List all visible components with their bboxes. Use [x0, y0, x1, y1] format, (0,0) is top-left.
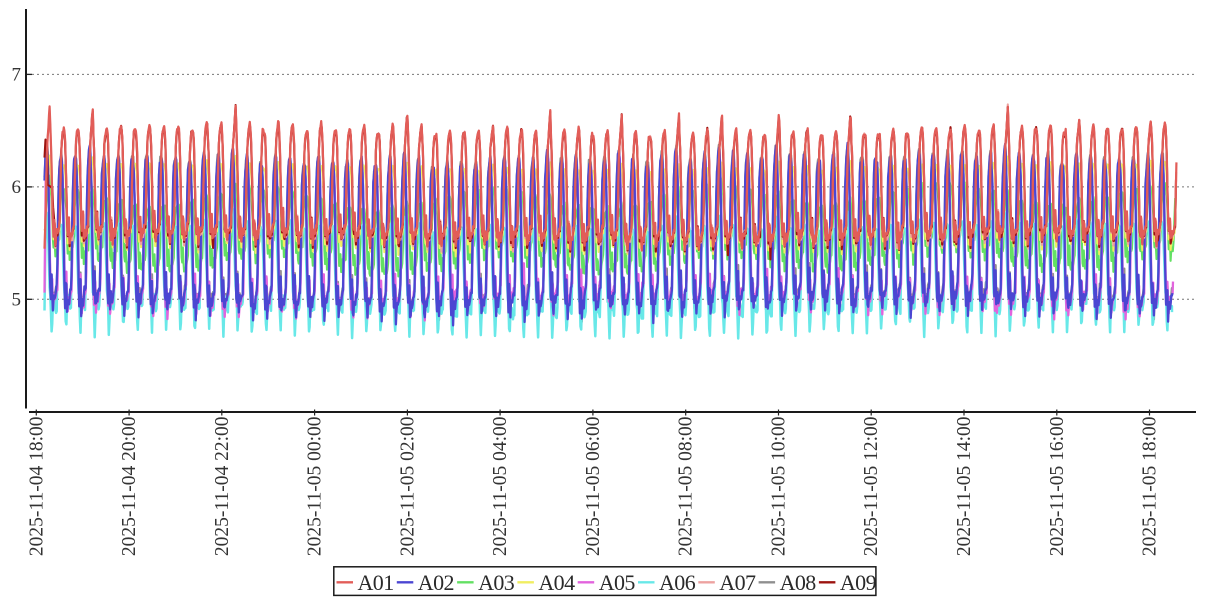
svg-text:5: 5 [12, 290, 22, 311]
svg-text:2025-11-05 18:00: 2025-11-05 18:00 [1140, 417, 1161, 557]
svg-text:A02: A02 [418, 570, 454, 595]
svg-text:A06: A06 [659, 570, 696, 595]
svg-text:2025-11-05 10:00: 2025-11-05 10:00 [769, 417, 790, 557]
svg-text:2025-11-04 22:00: 2025-11-04 22:00 [212, 417, 233, 557]
svg-text:A04: A04 [538, 570, 575, 595]
svg-text:6: 6 [12, 177, 22, 198]
svg-text:2025-11-05 14:00: 2025-11-05 14:00 [954, 417, 975, 557]
svg-text:A08: A08 [780, 570, 817, 595]
svg-text:2025-11-05 16:00: 2025-11-05 16:00 [1047, 417, 1068, 557]
svg-text:2025-11-05 02:00: 2025-11-05 02:00 [397, 417, 418, 557]
svg-text:A05: A05 [599, 570, 636, 595]
svg-text:2025-11-05 12:00: 2025-11-05 12:00 [861, 417, 882, 557]
svg-text:7: 7 [12, 65, 22, 86]
svg-text:2025-11-05 00:00: 2025-11-05 00:00 [305, 417, 326, 557]
svg-text:A03: A03 [478, 570, 515, 595]
svg-text:A01: A01 [358, 570, 394, 595]
svg-text:2025-11-04 18:00: 2025-11-04 18:00 [26, 417, 47, 557]
svg-text:A09: A09 [840, 570, 877, 595]
svg-text:A07: A07 [719, 570, 756, 595]
svg-text:2025-11-04 20:00: 2025-11-04 20:00 [119, 417, 140, 557]
svg-text:2025-11-05 08:00: 2025-11-05 08:00 [676, 417, 697, 557]
svg-text:2025-11-05 04:00: 2025-11-05 04:00 [490, 417, 511, 557]
svg-text:2025-11-05 06:00: 2025-11-05 06:00 [583, 417, 604, 557]
